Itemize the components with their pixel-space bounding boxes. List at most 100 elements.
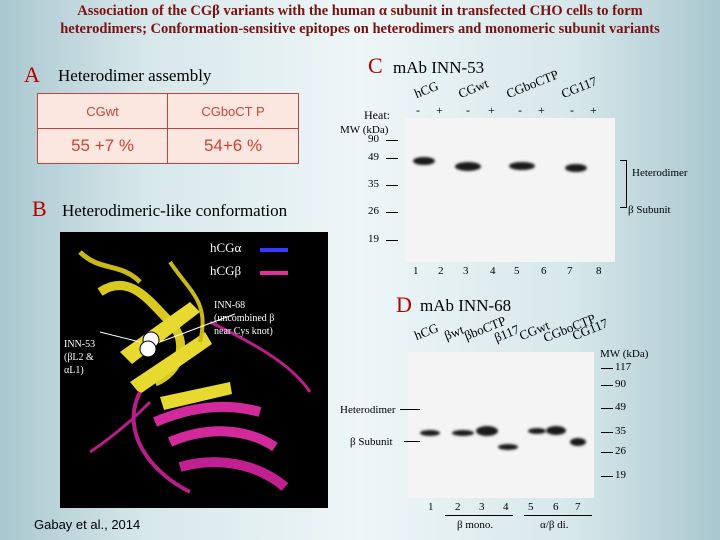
beta-subunit-label-d: β Subunit	[350, 436, 393, 448]
lane-number: 8	[596, 265, 602, 277]
panel-a-letter: A	[24, 62, 40, 87]
heat-signs: - + - + - + - +	[412, 103, 612, 117]
heterodimer-label: Heterodimer	[632, 167, 688, 179]
pointer-line	[404, 441, 420, 442]
mw-marker: 35	[615, 425, 626, 437]
mw-marker: 35	[368, 178, 379, 190]
mw-marker: 19	[615, 469, 626, 481]
mw-label: MW (kDa)	[340, 124, 389, 136]
beta-subunit-label: β Subunit	[628, 204, 671, 216]
mw-marker: 26	[615, 445, 626, 457]
lane-number: 7	[567, 265, 573, 277]
western-blot-d	[408, 352, 594, 498]
mw-tick	[386, 212, 398, 213]
bracket-line	[524, 515, 592, 516]
heat-sign: +	[436, 103, 443, 117]
lane-number: 4	[490, 265, 496, 277]
band	[528, 428, 546, 434]
sample-label: hCG	[412, 319, 441, 344]
band	[420, 430, 440, 436]
mw-label: MW (kDa)	[600, 348, 649, 360]
panel-c-title: mAb INN-53	[393, 58, 485, 77]
panel-a-title: Heterodimer assembly	[58, 66, 212, 85]
lane-number: 2	[438, 265, 444, 277]
heat-sign: +	[590, 103, 597, 117]
pointer-line	[400, 409, 420, 410]
mw-tick	[601, 452, 613, 453]
title-line-2: heterodimers; Conformation-sensitive epi…	[60, 21, 660, 37]
citation: Gabay et al., 2014	[34, 517, 141, 532]
panel-b-title: Heterodimeric-like conformation	[62, 201, 288, 220]
mw-marker: 117	[615, 361, 632, 373]
alpha-beta-di-label: α/β di.	[540, 519, 569, 531]
mw-tick	[601, 432, 613, 433]
mw-marker: 19	[368, 233, 379, 245]
lane-number: 1	[428, 501, 434, 513]
mw-tick	[386, 140, 398, 141]
table-header: CGwt	[36, 93, 169, 129]
beta-mono-label: β mono.	[457, 519, 494, 531]
panel-c-letter: C	[368, 53, 383, 78]
legend-alpha-swatch	[260, 248, 288, 252]
band	[565, 164, 587, 172]
lane-number: 2	[455, 501, 461, 513]
heat-sign: -	[416, 103, 420, 117]
protein-ribbon-graphic	[78, 250, 312, 494]
heat-sign: -	[518, 103, 522, 117]
lane-number: 7	[575, 501, 581, 513]
mw-marker: 90	[615, 378, 626, 390]
heterodimer-table: CGwt CGboCT P 55 +7 % 54+6 %	[36, 93, 299, 164]
heat-label: Heat:	[364, 108, 390, 122]
legend-beta-swatch	[260, 271, 288, 275]
mw-marker: 26	[368, 205, 379, 217]
panel-d-title: mAb INN-68	[420, 296, 512, 315]
sample-label: hCG	[412, 77, 441, 102]
lane-number: 4	[503, 501, 509, 513]
lane-number: 5	[514, 265, 520, 277]
bracket	[620, 160, 627, 208]
legend-beta-label: hCGβ	[210, 263, 242, 278]
table-cell: 54+6 %	[167, 128, 299, 164]
page-title: Association of the CGβ variants with the…	[0, 2, 720, 38]
heat-sign: -	[466, 103, 470, 117]
mw-marker: 49	[368, 151, 379, 163]
mw-tick	[601, 476, 613, 477]
table-header: CGboCT P	[167, 93, 299, 129]
mw-tick	[601, 408, 613, 409]
bracket-line	[445, 515, 513, 516]
band	[476, 426, 498, 436]
heat-sign: +	[488, 103, 495, 117]
panel-b-letter: B	[32, 196, 47, 221]
inn53-annotation: INN-53 (βL2 & αL1)	[64, 339, 96, 376]
sample-label: CGwt	[456, 75, 491, 102]
sample-label: CG117	[559, 73, 600, 102]
lane-number: 1	[413, 265, 419, 277]
mw-tick	[386, 240, 398, 241]
band	[498, 444, 518, 450]
panel-d-letter: D	[396, 292, 412, 317]
inn68-annotation: INN-68 (uncombined β near Cys knot)	[214, 300, 275, 337]
heat-sign: +	[538, 103, 545, 117]
band	[546, 426, 566, 435]
band	[413, 157, 435, 165]
band	[452, 430, 474, 436]
lane-number: 5	[528, 501, 534, 513]
protein-structure-image	[60, 232, 328, 508]
title-line-1: Association of the CGβ variants with the…	[77, 3, 643, 19]
mw-tick	[601, 368, 613, 369]
heat-sign: -	[570, 103, 574, 117]
mw-marker: 90	[368, 133, 379, 145]
lane-number: 6	[553, 501, 559, 513]
heterodimer-label-d: Heterodimer	[340, 404, 396, 416]
legend-alpha-label: hCGα	[210, 240, 242, 255]
band	[455, 162, 481, 171]
western-blot-c	[405, 118, 615, 262]
mw-tick	[386, 185, 398, 186]
band	[509, 162, 535, 170]
mw-tick	[386, 158, 398, 159]
lane-number: 6	[541, 265, 547, 277]
mw-tick	[601, 385, 613, 386]
sample-label: CGboCTP	[504, 66, 561, 102]
table-cell: 55 +7 %	[36, 128, 169, 164]
lane-number: 3	[463, 265, 469, 277]
